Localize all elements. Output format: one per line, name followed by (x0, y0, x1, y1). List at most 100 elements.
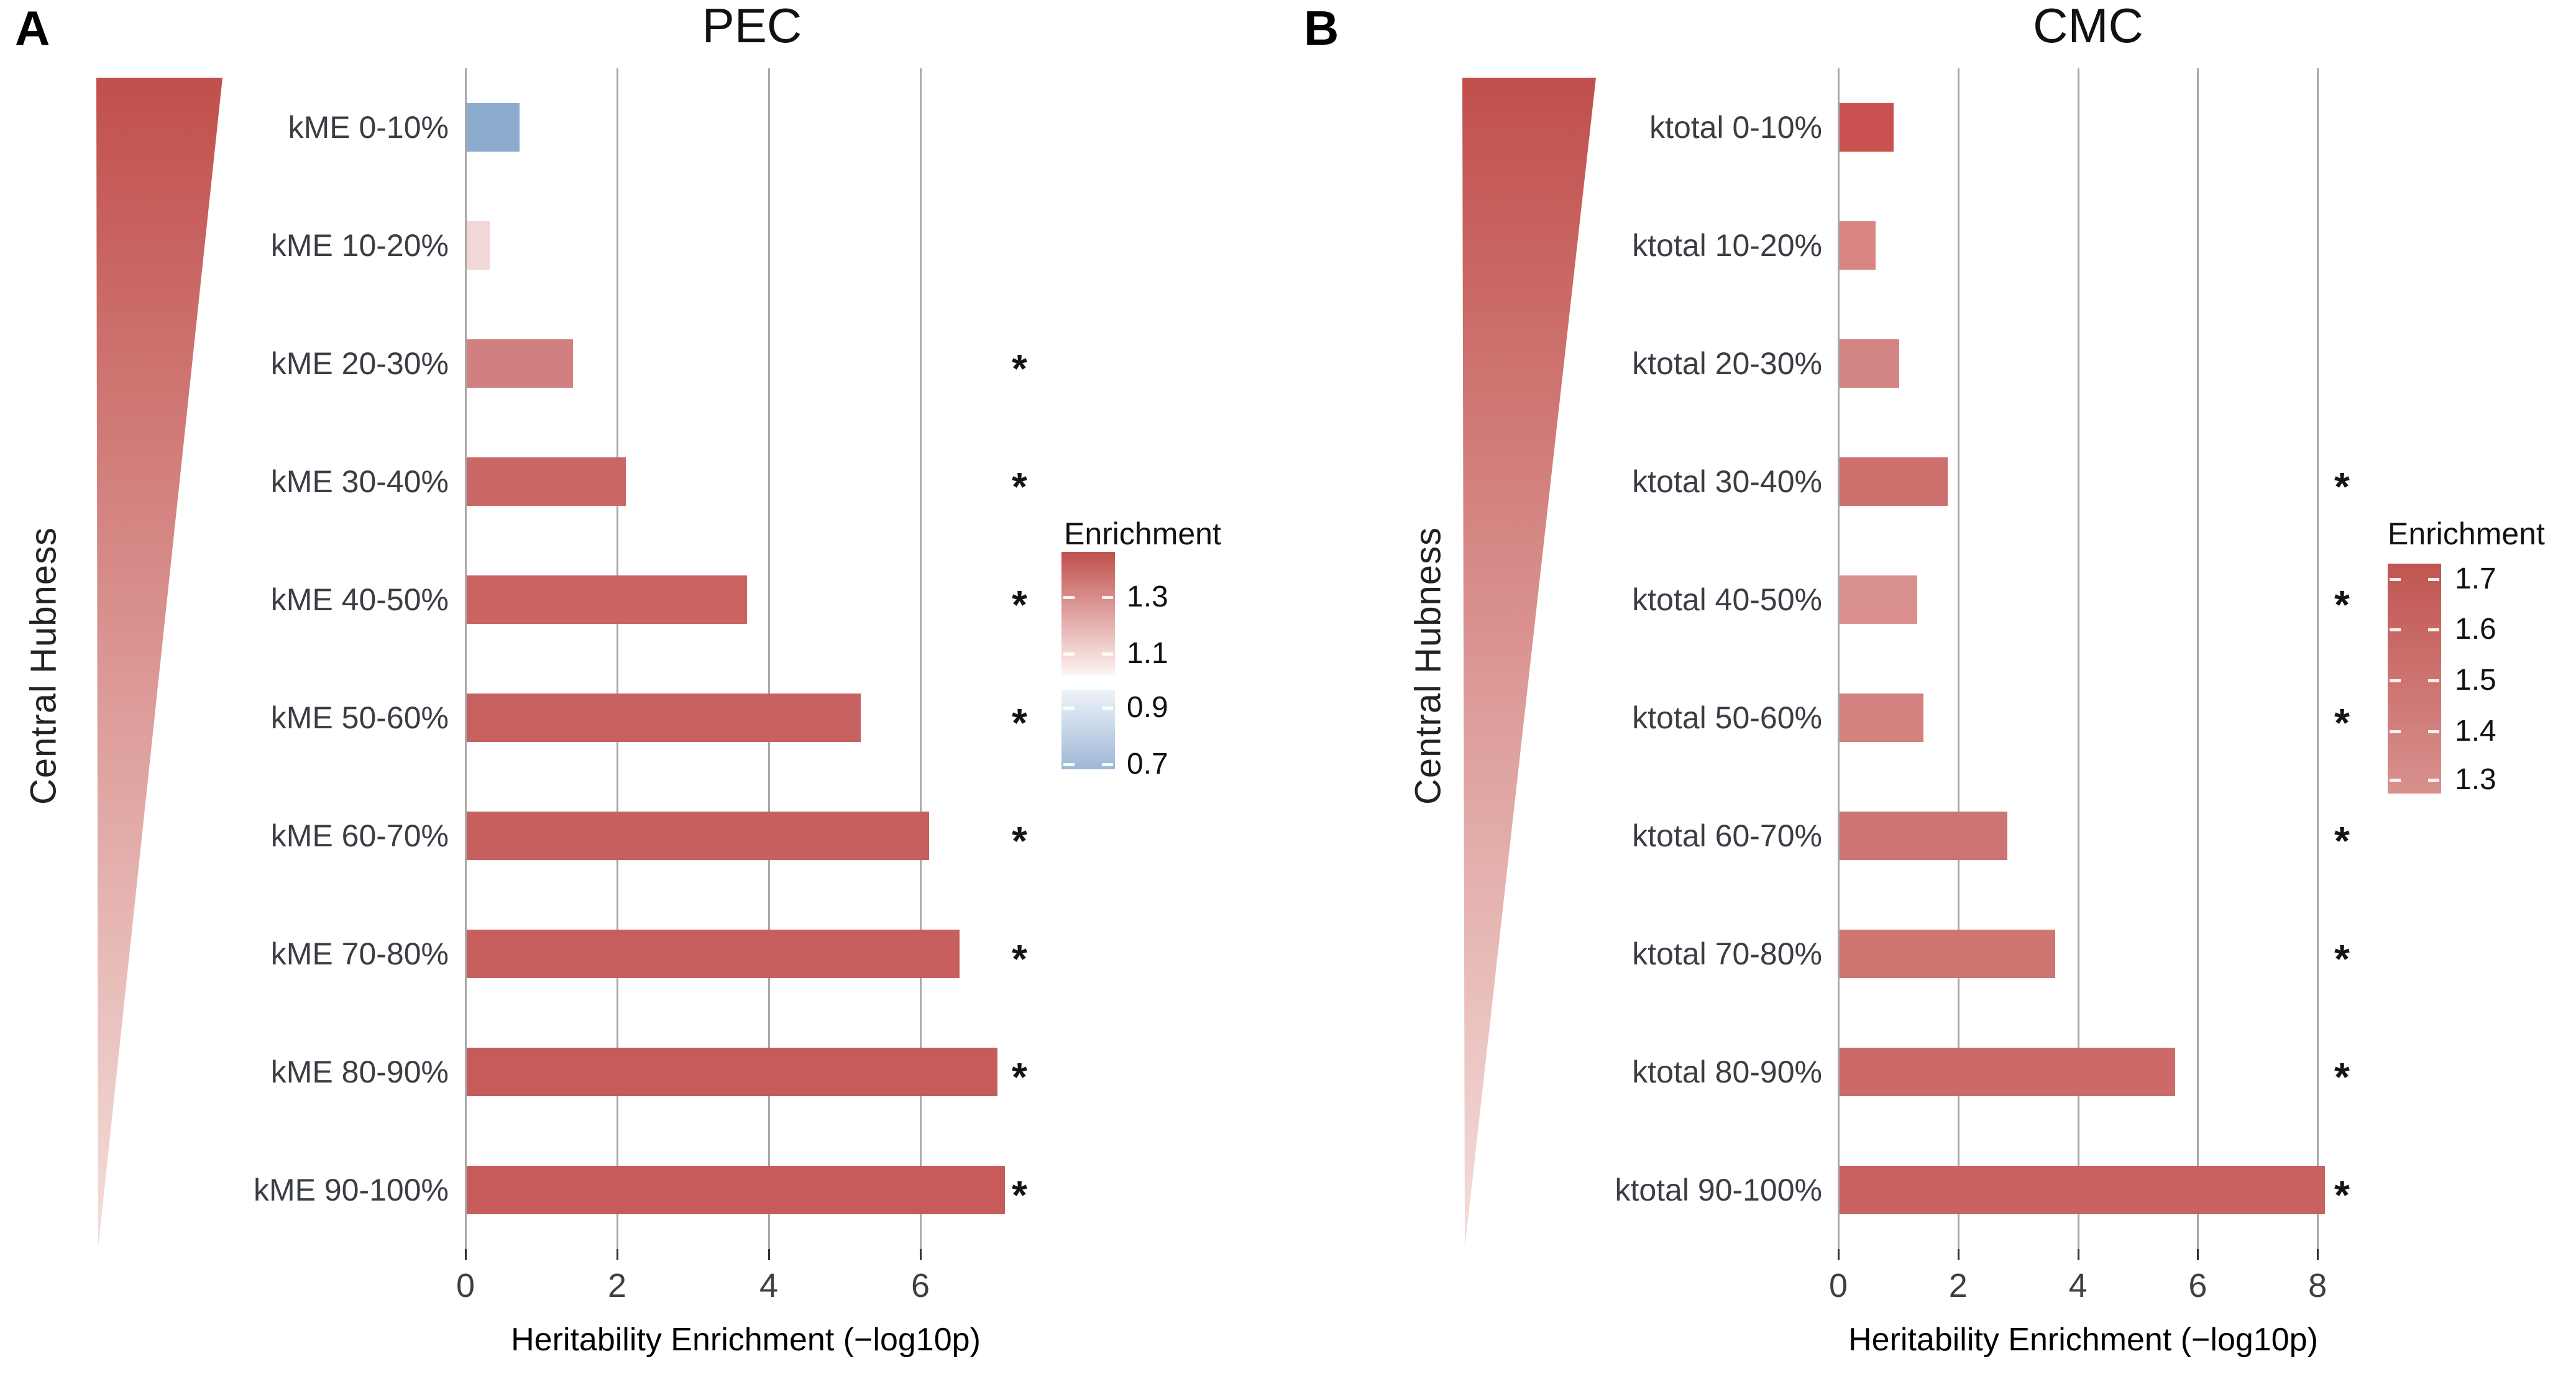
category-label: kME 10-20% (270, 228, 449, 263)
legend-title-pec: Enrichment (1064, 516, 1221, 551)
bar-ktotal-20-30- (1840, 339, 1899, 388)
significance-asterisk: * (1012, 700, 1027, 745)
category-label: ktotal 50-60% (1632, 700, 1822, 735)
category-label: kME 70-80% (270, 936, 449, 971)
bar-ktotal-70-80- (1840, 930, 2055, 978)
legend-tick-label: 1.5 (2455, 664, 2496, 697)
x-tick-label-6: 6 (2188, 1267, 2207, 1304)
legend-colorbar-segment (1061, 552, 1115, 675)
bar-kme-50-60- (467, 694, 861, 742)
legend-tick-label: 1.4 (2455, 715, 2496, 748)
bar-kme-70-80- (467, 930, 960, 978)
category-label: kME 80-90% (270, 1055, 449, 1089)
legend-tick-dash (1063, 763, 1075, 766)
category-label: kME 60-70% (270, 818, 449, 853)
category-label: ktotal 60-70% (1632, 818, 1822, 853)
legend-tick-dash (2428, 779, 2439, 782)
x-axis-label-pec: Heritability Enrichment (−log10p) (511, 1322, 981, 1358)
bar-kme-90-100- (467, 1166, 1005, 1214)
x-tick-mark-4 (2077, 1249, 2079, 1260)
significance-asterisk: * (2334, 818, 2350, 863)
x-tick-mark-6 (2197, 1249, 2199, 1260)
hubness-wedge-pec (96, 78, 222, 1248)
bar-ktotal-10-20- (1840, 221, 1876, 270)
significance-asterisk: * (1012, 818, 1027, 863)
category-label: kME 40-50% (270, 582, 449, 617)
x-tick-mark-8 (2317, 1249, 2319, 1260)
significance-asterisk: * (1012, 346, 1027, 391)
bar-ktotal-0-10- (1840, 103, 1894, 152)
bar-kme-0-10- (467, 103, 520, 152)
bar-ktotal-40-50- (1840, 575, 1917, 624)
gridline-x2 (1957, 68, 1960, 1249)
x-tick-label-0: 0 (456, 1267, 475, 1304)
gridline-x4 (2077, 68, 2079, 1249)
gridline-x6 (2197, 68, 2199, 1249)
legend-tick-dash (1063, 596, 1075, 599)
legend-tick-dash (2390, 730, 2401, 733)
bar-kme-60-70- (467, 812, 929, 860)
significance-asterisk: * (2334, 582, 2350, 627)
bar-ktotal-80-90- (1840, 1048, 2175, 1096)
gridline-x0 (465, 68, 467, 1249)
legend-tick-dash (2390, 679, 2401, 682)
x-axis-label-cmc: Heritability Enrichment (−log10p) (1848, 1322, 2318, 1358)
significance-asterisk: * (2334, 700, 2350, 745)
x-tick-label-6: 6 (910, 1267, 930, 1304)
significance-asterisk: * (1012, 1055, 1027, 1099)
category-label: ktotal 40-50% (1632, 582, 1822, 617)
x-tick-mark-4 (768, 1249, 770, 1260)
panel-label-a: A (15, 1, 50, 55)
legend-tick-label: 1.3 (1127, 580, 1168, 613)
x-tick-mark-2 (1957, 1249, 1960, 1260)
legend-tick-dash (1063, 707, 1075, 710)
category-label: ktotal 20-30% (1632, 346, 1822, 381)
legend-tick-dash (2428, 730, 2439, 733)
category-label: ktotal 90-100% (1615, 1173, 1822, 1207)
gridline-x8 (2317, 68, 2319, 1249)
x-tick-label-4: 4 (759, 1267, 779, 1304)
bar-ktotal-30-40- (1840, 457, 1948, 506)
legend-tick-dash (1063, 652, 1075, 656)
gridline-x2 (616, 68, 618, 1249)
legend-tick-dash (2390, 628, 2401, 631)
x-tick-label-4: 4 (2068, 1267, 2088, 1304)
legend-title-cmc: Enrichment (2388, 516, 2545, 551)
significance-asterisk: * (2334, 936, 2350, 981)
x-tick-label-8: 8 (2308, 1267, 2327, 1304)
legend-tick-label: 1.6 (2455, 613, 2496, 646)
chart-title-cmc: CMC (2033, 0, 2143, 53)
significance-asterisk: * (1012, 1173, 1027, 1217)
legend-tick-dash (2428, 679, 2439, 682)
legend-colorbar-segment (1061, 690, 1115, 769)
legend-tick-dash (1102, 652, 1113, 656)
category-label: kME 90-100% (253, 1173, 449, 1207)
legend-tick-label: 0.9 (1127, 691, 1168, 724)
gridline-x0 (1838, 68, 1840, 1249)
significance-asterisk: * (1012, 936, 1027, 981)
bar-kme-10-20- (467, 221, 490, 270)
bar-kme-80-90- (467, 1048, 997, 1096)
legend-tick-dash (1102, 707, 1113, 710)
chart-title-pec: PEC (702, 0, 802, 53)
bar-kme-30-40- (467, 457, 626, 506)
bar-kme-20-30- (467, 339, 573, 388)
x-tick-mark-0 (465, 1249, 467, 1260)
legend-tick-dash (2390, 779, 2401, 782)
x-tick-label-2: 2 (1948, 1267, 1968, 1304)
bar-ktotal-60-70- (1840, 812, 2007, 860)
x-tick-label-0: 0 (1828, 1267, 1848, 1304)
legend-tick-dash (2428, 578, 2439, 581)
legend-tick-dash (2390, 578, 2401, 581)
significance-asterisk: * (2334, 1173, 2350, 1217)
significance-asterisk: * (1012, 464, 1027, 509)
category-label: kME 20-30% (270, 346, 449, 381)
legend-tick-dash (1102, 596, 1113, 599)
legend-tick-label: 0.7 (1127, 748, 1168, 780)
x-tick-label-2: 2 (607, 1267, 627, 1304)
legend-colorbar-segment (2388, 564, 2441, 794)
category-label: ktotal 80-90% (1632, 1055, 1822, 1089)
significance-asterisk: * (2334, 464, 2350, 509)
